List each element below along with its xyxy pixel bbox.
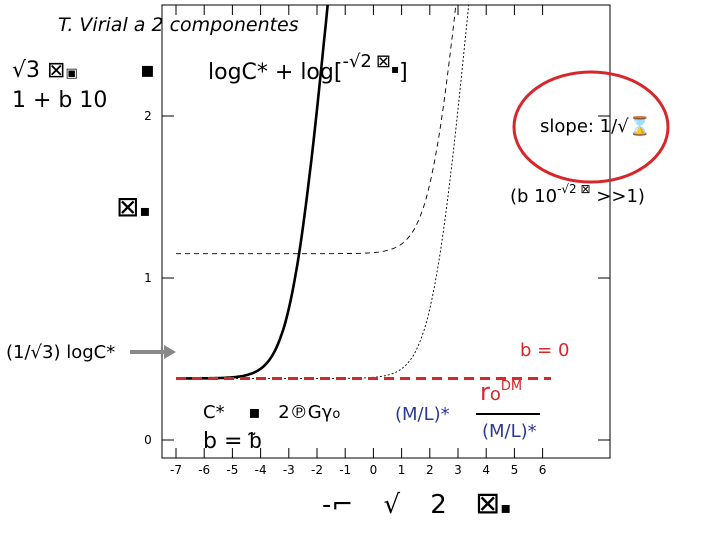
xaxis-glyph-sub: ▪ bbox=[500, 498, 512, 517]
curve-thick-solid bbox=[176, 5, 329, 380]
x-tick-label: 0 bbox=[370, 463, 378, 477]
rho-symbol: r bbox=[480, 378, 490, 406]
slope-label: slope: 1/√ bbox=[540, 116, 629, 137]
xaxis-two: 2 bbox=[430, 490, 447, 520]
x-tick-label: -5 bbox=[226, 463, 238, 477]
rhs-power-sub: ▪ bbox=[390, 62, 400, 76]
xaxis-sqrt: √ bbox=[383, 490, 401, 520]
left-marker-label: (1/√3) logC* bbox=[6, 342, 116, 363]
x-tick-label: 6 bbox=[539, 463, 547, 477]
limit-tail: >>1) bbox=[590, 186, 645, 207]
lhs-numerator-sub: ▣ bbox=[65, 66, 78, 81]
limit-power: -√2 ⊠ bbox=[557, 182, 591, 196]
limit-annotation: (b 10-√2 ⊠ >>1) bbox=[510, 182, 645, 207]
x-tick-label: -6 bbox=[198, 463, 210, 477]
rho-sup: DM bbox=[500, 379, 523, 394]
rhs-expression-text: logC* + log[ bbox=[208, 60, 343, 85]
yaxis-label-glyph: ⊠ bbox=[116, 190, 140, 223]
x-tick-label: -4 bbox=[255, 463, 267, 477]
plot-border bbox=[161, 4, 611, 459]
xaxis-expr: -⌐ bbox=[322, 490, 354, 520]
y-tick-label: 0 bbox=[144, 433, 152, 447]
x-tick-label: -3 bbox=[283, 463, 295, 477]
left-arrow bbox=[130, 345, 176, 359]
lhs-denominator: 1 + b 10 bbox=[12, 88, 108, 113]
slope-glyph: ⌛ bbox=[628, 116, 652, 137]
ml-denominator: (M/L)* bbox=[482, 421, 537, 442]
x-tick-label: -2 bbox=[311, 463, 323, 477]
rhs-power-glyph: ⊠ bbox=[375, 51, 391, 72]
equals-glyph: ▪ bbox=[140, 58, 155, 83]
cstar-equals: ▪ bbox=[248, 402, 261, 423]
curves bbox=[176, 5, 552, 380]
rhs-expression: logC* + log[-√2 ⊠▪] bbox=[208, 51, 408, 85]
lhs-numerator: √3 ⊠▣ bbox=[12, 58, 78, 83]
lhs-numerator-text: √3 ⊠ bbox=[12, 58, 66, 83]
rhs-power: -√2 bbox=[342, 51, 372, 72]
y-tick-label: 1 bbox=[144, 271, 152, 285]
ml-label: (M/L)* bbox=[395, 404, 450, 425]
b-def-text: b = bbox=[203, 429, 250, 454]
x-tick-label: -1 bbox=[339, 463, 351, 477]
x-tick-label: 1 bbox=[398, 463, 406, 477]
b-zero-label: b = 0 bbox=[520, 340, 570, 361]
yaxis-label-sub: ▪ bbox=[139, 201, 151, 220]
axis-tick-labels: -7 -6 -5 -4 -3 -2 -1 0 1 2 3 4 5 6 0 1 2 bbox=[144, 109, 546, 477]
plot-frame bbox=[161, 4, 611, 459]
yaxis-label: ⊠▪ bbox=[116, 190, 150, 223]
rhs-close: ] bbox=[399, 60, 408, 85]
b-def-glyph: ᵬ bbox=[249, 429, 262, 454]
b-definition: b = ᵬ bbox=[203, 428, 262, 454]
cstar-rhs-sub: o bbox=[332, 407, 341, 422]
rho-sub: o bbox=[489, 384, 501, 405]
xaxis-expression: -⌐ √ 2 ⊠▪ bbox=[322, 486, 511, 521]
slope-highlight-circle bbox=[512, 70, 670, 184]
slope-annotation: slope: 1/√⌛ bbox=[540, 116, 651, 137]
y-tick-label: 2 bbox=[144, 109, 152, 123]
cstar-rhs: 2℗Gγ bbox=[278, 402, 333, 423]
x-tick-label: 3 bbox=[454, 463, 462, 477]
x-tick-label: 5 bbox=[511, 463, 519, 477]
x-tick-label: 2 bbox=[426, 463, 434, 477]
curve-dashed bbox=[176, 5, 457, 255]
rho-dm: roDM bbox=[480, 378, 522, 406]
axis-ticks bbox=[162, 5, 610, 458]
x-tick-label: 4 bbox=[482, 463, 490, 477]
slide-title: T. Virial a 2 componentes bbox=[58, 14, 299, 36]
cstar-symbol: C* bbox=[203, 402, 225, 423]
xaxis-glyph: ⊠ bbox=[475, 486, 501, 521]
x-tick-label: -7 bbox=[170, 463, 182, 477]
cstar-definition: C* ▪ 2℗Gγo bbox=[203, 402, 340, 423]
limit-label: (b 10 bbox=[510, 186, 558, 207]
